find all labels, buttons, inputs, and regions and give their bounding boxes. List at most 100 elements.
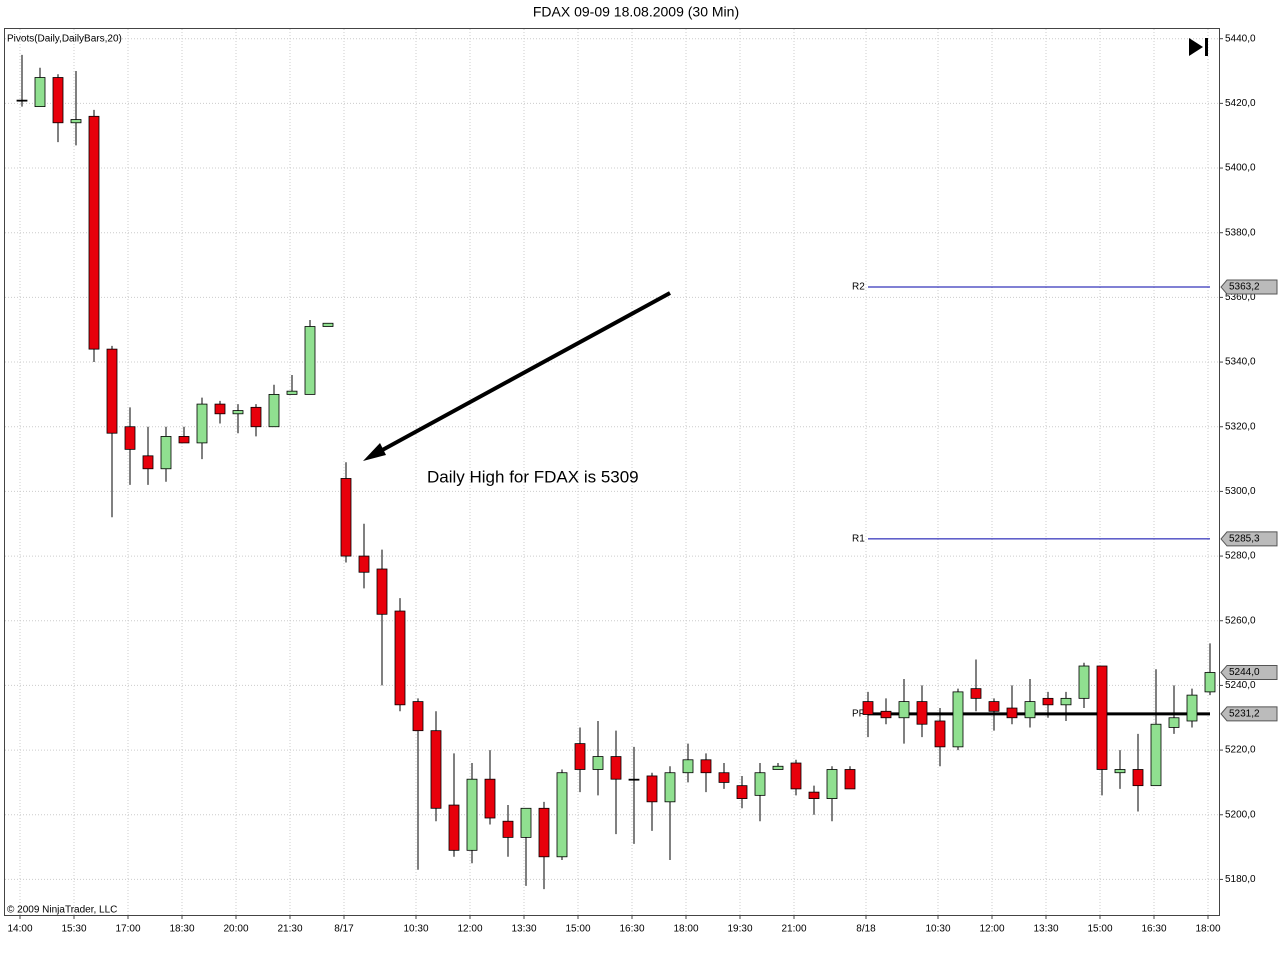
candle-body xyxy=(898,701,910,719)
candle-body xyxy=(304,326,316,395)
candle-body xyxy=(1042,697,1054,706)
candle-body xyxy=(1132,769,1144,787)
candle-body xyxy=(466,778,478,851)
price-marker-label: 5285,3 xyxy=(1229,534,1260,545)
candle-body xyxy=(214,403,226,415)
candle-body xyxy=(124,426,136,450)
candle-body xyxy=(142,455,154,470)
candle-body xyxy=(628,778,640,781)
price-marker-label: 5244,0 xyxy=(1229,667,1260,678)
x-tick-label: 12:00 xyxy=(979,924,1004,935)
candle-body xyxy=(286,390,298,395)
x-tick-label: 17:00 xyxy=(115,924,140,935)
candle-body xyxy=(844,769,856,790)
scroll-end-icon[interactable] xyxy=(1189,38,1203,56)
candle-body xyxy=(592,756,604,770)
candle-body xyxy=(754,772,766,796)
y-tick-label: 5300,0 xyxy=(1225,486,1256,497)
candle-body xyxy=(1114,769,1126,774)
y-tick-label: 5240,0 xyxy=(1225,680,1256,691)
y-tick-label: 5340,0 xyxy=(1225,357,1256,368)
y-tick-label: 5260,0 xyxy=(1225,615,1256,626)
candle-body xyxy=(574,743,586,770)
candle-body xyxy=(880,710,892,719)
candle-body xyxy=(664,772,676,803)
annotation-arrow xyxy=(374,291,671,456)
scroll-end-bar[interactable] xyxy=(1205,38,1208,56)
y-tick-label: 5360,0 xyxy=(1225,292,1256,303)
candle-body xyxy=(646,775,658,803)
y-tick-label: 5440,0 xyxy=(1225,33,1256,44)
x-tick-label: 20:00 xyxy=(223,924,248,935)
candle-body xyxy=(970,688,982,699)
candle-body xyxy=(52,77,64,124)
candle-body xyxy=(412,701,424,732)
x-tick-label: 18:00 xyxy=(673,924,698,935)
candle-body xyxy=(700,759,712,774)
plot-frame xyxy=(4,28,1220,916)
candle-body xyxy=(484,778,496,819)
pivot-name: R2 xyxy=(852,282,865,293)
x-tick-label: 21:30 xyxy=(277,924,302,935)
y-tick-label: 5220,0 xyxy=(1225,745,1256,756)
candle-body xyxy=(376,568,388,615)
candle-body xyxy=(70,119,82,124)
scroll-end-button[interactable] xyxy=(1189,38,1208,56)
annotation: Daily High for FDAX is 5309 xyxy=(427,467,639,486)
candle-body xyxy=(340,478,352,557)
candle-body xyxy=(322,322,334,327)
candle-body xyxy=(826,769,838,799)
x-tick-label: 8/18 xyxy=(856,924,876,935)
candle-body xyxy=(1168,717,1180,728)
x-tick-label: 16:30 xyxy=(619,924,644,935)
y-tick-label: 5180,0 xyxy=(1225,874,1256,885)
candle-body xyxy=(934,720,946,748)
candle-body xyxy=(1024,701,1036,719)
candle-body xyxy=(1204,672,1216,693)
candle-body xyxy=(1150,723,1162,787)
x-tick-label: 10:30 xyxy=(925,924,950,935)
candle-body xyxy=(160,436,172,470)
candle-body xyxy=(448,804,460,851)
candle-body xyxy=(268,393,280,428)
indicator-label: Pivots(Daily,DailyBars,20) xyxy=(7,34,122,45)
candle-body xyxy=(916,701,928,725)
price-marker xyxy=(1220,706,1278,722)
y-tick-label: 5200,0 xyxy=(1225,809,1256,820)
candle-body xyxy=(178,436,190,444)
x-tick-label: 14:00 xyxy=(7,924,32,935)
price-marker xyxy=(1220,279,1278,295)
candle-body xyxy=(610,756,622,780)
candle-body xyxy=(736,785,748,799)
x-tick-label: 15:00 xyxy=(1087,924,1112,935)
x-tick-label: 10:30 xyxy=(403,924,428,935)
y-tick-label: 5280,0 xyxy=(1225,551,1256,562)
x-tick-label: 15:30 xyxy=(61,924,86,935)
candle-body xyxy=(250,406,262,428)
x-tick-label: 18:30 xyxy=(169,924,194,935)
candle-body xyxy=(682,759,694,774)
candle-body xyxy=(556,772,568,858)
candle-body xyxy=(952,691,964,748)
candle-body xyxy=(394,610,406,706)
x-tick-label: 18:00 xyxy=(1195,924,1220,935)
x-tick-label: 8/17 xyxy=(334,924,354,935)
candle-body xyxy=(538,807,550,858)
price-marker xyxy=(1220,664,1278,680)
candle-body xyxy=(790,762,802,790)
y-tick-label: 5400,0 xyxy=(1225,163,1256,174)
x-tick-label: 21:00 xyxy=(781,924,806,935)
price-marker xyxy=(1220,531,1278,547)
candle-body xyxy=(34,77,46,108)
y-tick-label: 5420,0 xyxy=(1225,98,1256,109)
candle-body xyxy=(1096,665,1108,770)
candle-body xyxy=(718,772,730,783)
pivot-name: PP xyxy=(852,709,866,720)
x-tick-label: 19:30 xyxy=(727,924,752,935)
price-marker-label: 5231,2 xyxy=(1229,709,1260,720)
candle-body xyxy=(232,410,244,415)
x-tick-label: 13:30 xyxy=(511,924,536,935)
candle-body xyxy=(358,555,370,573)
